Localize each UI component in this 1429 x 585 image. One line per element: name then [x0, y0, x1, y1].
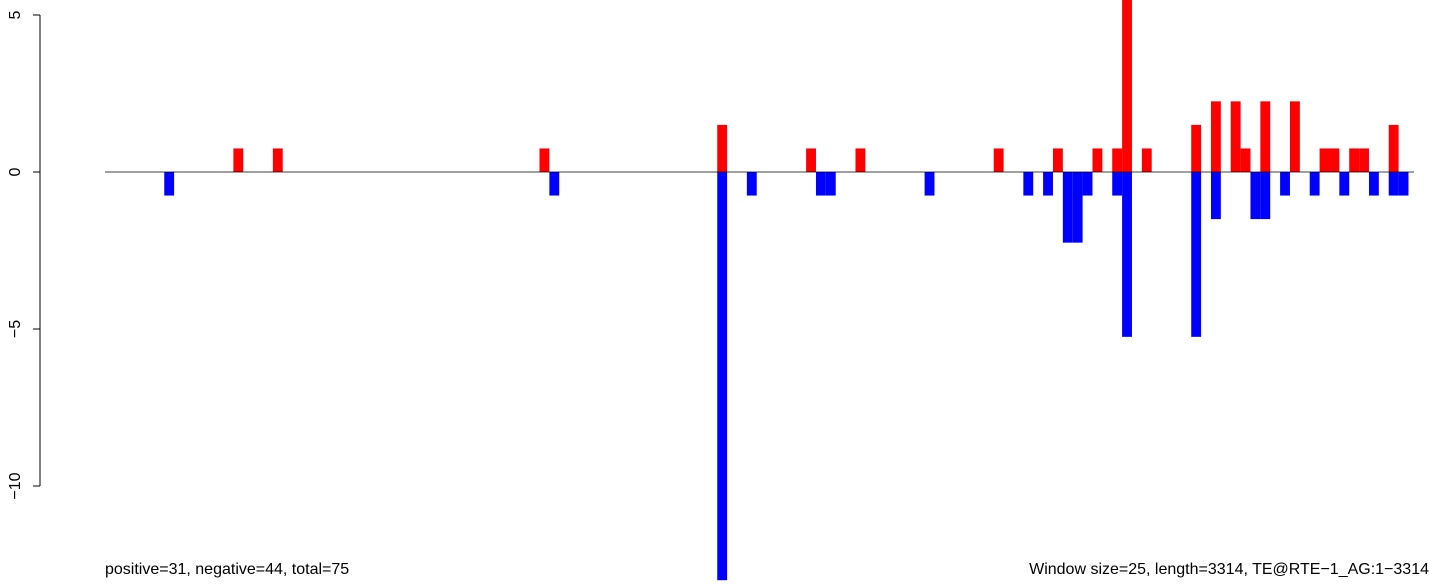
y-tick-label: −10: [7, 472, 24, 499]
y-tick-label: 5: [7, 10, 24, 19]
negative-bar: [924, 172, 935, 196]
negative-bar: [1368, 172, 1379, 196]
window-info: Window size=25, length=3314, TE@RTE−1_AG…: [1029, 561, 1429, 578]
positive-bar: [272, 148, 283, 172]
negative-bar: [1112, 172, 1123, 196]
positive-bar: [1141, 148, 1152, 172]
negative-bar: [1043, 172, 1053, 196]
negative-bar: [1388, 172, 1399, 196]
negative-bars: [164, 172, 1409, 581]
positive-bar: [1349, 148, 1360, 172]
negative-bar: [717, 172, 728, 581]
negative-bar: [1250, 172, 1261, 220]
negative-bar: [1122, 172, 1132, 337]
positive-bar: [1122, 0, 1132, 172]
positive-bar: [1388, 124, 1399, 172]
negative-bar: [1082, 172, 1093, 196]
y-axis: 5 0 −5 −10: [7, 10, 41, 500]
positive-bar: [539, 148, 550, 172]
positive-bar: [993, 148, 1004, 172]
positive-bar: [1260, 101, 1271, 172]
positive-bars: [233, 0, 1399, 172]
y-tick-label: 0: [7, 167, 24, 176]
positive-bar: [233, 148, 244, 172]
positive-bar: [1112, 148, 1123, 172]
negative-bar: [1339, 172, 1350, 196]
positive-bar: [855, 148, 866, 172]
negative-bar: [1309, 172, 1320, 196]
negative-bar: [549, 172, 560, 196]
negative-bar: [1210, 172, 1221, 220]
positive-bar: [1230, 101, 1241, 172]
positive-bar: [1319, 148, 1330, 172]
negative-bar: [815, 172, 826, 196]
negative-bar: [746, 172, 757, 196]
positive-bar: [1210, 101, 1221, 172]
negative-bar: [1260, 172, 1271, 220]
positive-bar: [1329, 148, 1340, 172]
positive-bar: [1240, 148, 1251, 172]
negative-bar: [1398, 172, 1409, 196]
negative-bar: [1280, 172, 1290, 196]
negative-bar: [1072, 172, 1083, 243]
positive-bar: [1359, 148, 1369, 172]
positive-bar: [806, 148, 816, 172]
negative-bar: [164, 172, 175, 196]
negative-bar: [1191, 172, 1202, 337]
negative-bar: [825, 172, 836, 196]
positive-bar: [717, 124, 728, 172]
positive-bar: [1191, 124, 1202, 172]
y-tick-label: −5: [7, 320, 24, 338]
positive-bar: [1052, 148, 1063, 172]
positive-bar: [1092, 148, 1103, 172]
negative-bar: [1062, 172, 1073, 243]
negative-bar: [1023, 172, 1034, 196]
summary-counts: positive=31, negative=44, total=75: [105, 561, 350, 578]
positive-bar: [1289, 101, 1300, 172]
